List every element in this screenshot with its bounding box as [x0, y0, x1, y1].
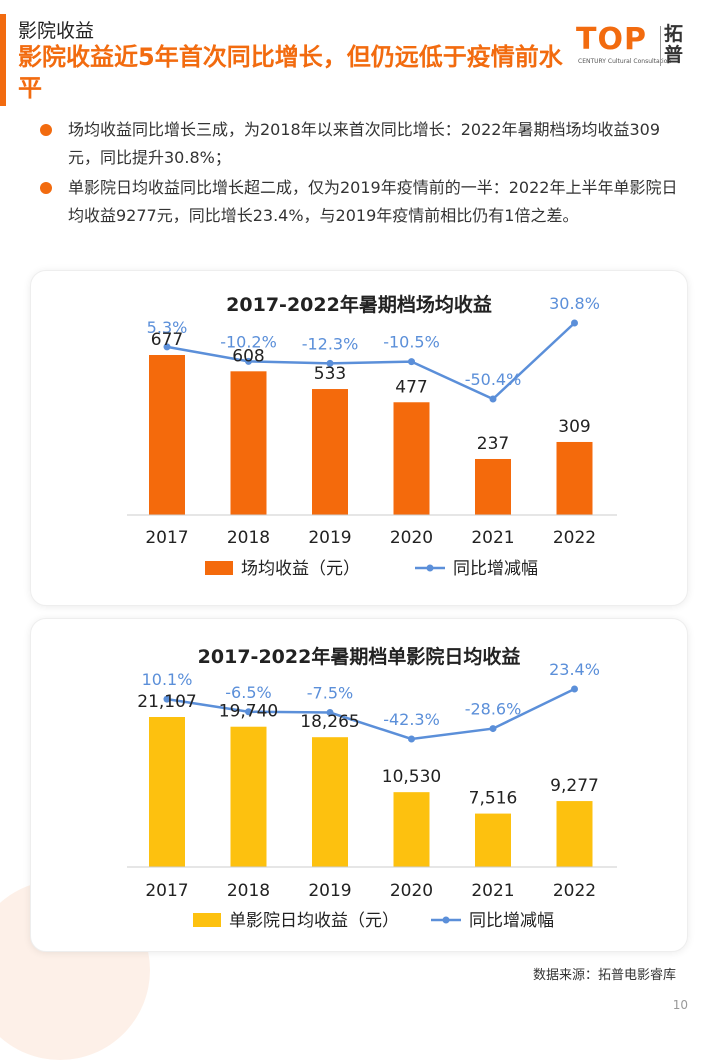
growth-rate-point [489, 725, 497, 733]
x-tick-label: 2020 [390, 528, 433, 548]
revenue-bar [230, 726, 267, 867]
growth-rate-point [571, 319, 578, 327]
growth-rate-label: -7.5% [307, 684, 353, 703]
legend-swatch-bars [205, 561, 233, 575]
bullet-dot-icon [40, 124, 52, 136]
revenue-value-label: 10,530 [382, 767, 441, 787]
logo-divider [660, 26, 661, 66]
growth-rate-point [408, 358, 415, 366]
growth-rate-point [326, 709, 334, 717]
growth-rate-point [326, 359, 334, 367]
x-tick-label: 2017 [145, 528, 188, 548]
growth-rate-label: -50.4% [465, 370, 522, 389]
bullet-text: 2022年上半年单影院日均收益9277元，同比增长23.4%，与2019年疫情前… [68, 178, 678, 225]
revenue-value-label: 7,516 [469, 789, 518, 809]
x-tick-label: 2020 [390, 881, 433, 901]
growth-rate-label: 10.1% [142, 670, 193, 689]
growth-rate-point [245, 708, 252, 716]
growth-rate-line [166, 687, 576, 741]
growth-rate-point [408, 735, 415, 743]
bullet-text: 2022年暑期档场均收益309元，同比提升30.8%； [68, 120, 660, 167]
revenue-value-label: 533 [314, 364, 346, 384]
chart-daily-revenue-per-cinema: 2017-2022年暑期档单影院日均收益 10.1% -6.5% -7.5% -42.3… [127, 645, 617, 931]
chart-avg-revenue-per-screening: 2017-2022年暑期档场均收益 5.3% -10.2% -12.3% -10.5% -… [127, 293, 617, 579]
revenue-value-label: 18,265 [300, 712, 359, 732]
bullet-item: 场均收益同比增长三成，为2018年以来首次同比增长：2022年暑期档场均收益30… [38, 116, 678, 172]
growth-rate-point [571, 685, 578, 693]
revenue-bar [312, 737, 348, 867]
x-tick-label: 2021 [471, 528, 514, 548]
logo-text: TOP [576, 22, 647, 57]
section-label: 影院收益 [18, 20, 95, 42]
revenue-bar [312, 389, 348, 515]
x-tick-label: 2019 [308, 881, 351, 901]
growth-rate-point [163, 343, 171, 351]
x-tick-label: 2019 [308, 528, 351, 548]
revenue-value-label: 309 [558, 417, 590, 437]
bullet-dot-icon [40, 182, 52, 194]
chart-card-daily-revenue: 2017-2022年暑期档单影院日均收益 10.1% -6.5% -7.5% -42.3… [30, 618, 688, 952]
legend-label-line: 同比增减幅 [469, 911, 554, 931]
page-title: 影院收益近5年首次同比增长，但仍远低于疫情前水平 [18, 43, 563, 102]
revenue-value-label: 9,277 [550, 776, 599, 796]
accent-bar [0, 14, 6, 106]
growth-rate-label: -6.5% [225, 683, 271, 702]
data-source: 数据来源：拓普电影睿库 [532, 968, 676, 983]
x-tick-label: 2022 [553, 881, 596, 901]
growth-rate-label: -10.5% [383, 333, 440, 352]
growth-rate-label: 23.4% [549, 660, 600, 679]
growth-rate-label: -12.3% [302, 334, 359, 353]
bullet-bold-text: 单影院日均收益同比增长超二成，仅为2019年疫情前的一半： [68, 178, 509, 197]
x-tick-label: 2022 [553, 528, 596, 548]
page-number: 10 [672, 998, 688, 1012]
revenue-value-label: 477 [395, 377, 427, 397]
revenue-value-label: 21,107 [137, 692, 196, 712]
summary-bullets: 场均收益同比增长三成，为2018年以来首次同比增长：2022年暑期档场均收益30… [38, 116, 678, 232]
growth-rate-label: -28.6% [465, 700, 522, 719]
x-tick-label: 2017 [145, 881, 188, 901]
revenue-bar [230, 371, 267, 515]
chart-title: 2017-2022年暑期档场均收益 [226, 293, 492, 316]
legend-label-line: 同比增减幅 [453, 559, 538, 579]
revenue-bar [556, 801, 593, 867]
growth-rate-point [489, 395, 497, 403]
revenue-value-label: 19,740 [219, 702, 278, 722]
revenue-bar [149, 717, 185, 867]
revenue-value-label: 677 [151, 330, 183, 350]
logo-chinese: 拓普 [664, 23, 684, 66]
growth-rate-point [245, 357, 252, 365]
legend-label-bars: 场均收益（元） [241, 559, 360, 579]
revenue-value-label: 608 [232, 346, 264, 366]
revenue-bar [393, 402, 430, 515]
revenue-bar [475, 458, 511, 515]
legend-label-bars: 单影院日均收益（元） [229, 911, 399, 931]
growth-rate-label: 30.8% [549, 294, 600, 313]
growth-rate-label: -42.3% [383, 710, 440, 729]
bullet-item: 单影院日均收益同比增长超二成，仅为2019年疫情前的一半：2022年上半年单影院… [38, 174, 678, 230]
revenue-bar [393, 792, 430, 867]
legend-swatch-point [426, 564, 434, 572]
legend-swatch-point [442, 916, 450, 924]
x-tick-label: 2018 [227, 528, 270, 548]
logo-subtitle: CENTURY Cultural Consultation [578, 58, 672, 65]
revenue-bar [475, 813, 511, 867]
growth-rate-point [163, 695, 171, 703]
brand-logo: TOP CENTURY Cultural Consultation 拓普 [576, 24, 688, 70]
growth-rate-label: -10.2% [220, 332, 277, 351]
growth-rate-line [166, 322, 576, 401]
revenue-bar [556, 441, 593, 515]
chart-card-avg-revenue: 2017-2022年暑期档场均收益 5.3% -10.2% -12.3% -10.5% -… [30, 270, 688, 606]
legend-swatch-bars [193, 913, 221, 927]
revenue-bar [149, 355, 185, 515]
bullet-bold-text: 场均收益同比增长三成，为2018年以来首次同比增长： [68, 120, 461, 139]
x-tick-label: 2021 [471, 881, 514, 901]
chart-title: 2017-2022年暑期档单影院日均收益 [198, 645, 521, 668]
growth-rate-label: 5.3% [147, 318, 188, 337]
revenue-value-label: 237 [477, 434, 509, 454]
x-tick-label: 2018 [227, 881, 270, 901]
